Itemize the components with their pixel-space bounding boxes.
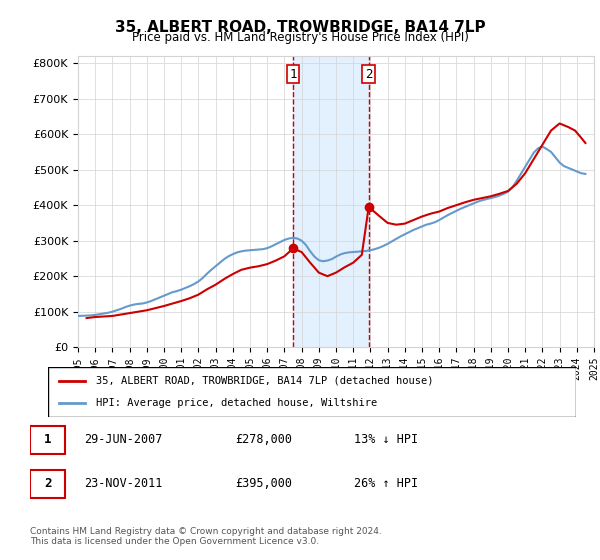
Text: 2: 2 <box>44 477 52 490</box>
Text: 29-JUN-2007: 29-JUN-2007 <box>84 433 163 446</box>
Text: £395,000: £395,000 <box>235 477 292 490</box>
FancyBboxPatch shape <box>48 367 576 417</box>
Text: 23-NOV-2011: 23-NOV-2011 <box>84 477 163 490</box>
Text: Contains HM Land Registry data © Crown copyright and database right 2024.
This d: Contains HM Land Registry data © Crown c… <box>30 526 382 546</box>
FancyBboxPatch shape <box>30 426 65 454</box>
Text: 35, ALBERT ROAD, TROWBRIDGE, BA14 7LP: 35, ALBERT ROAD, TROWBRIDGE, BA14 7LP <box>115 20 485 35</box>
Text: 1: 1 <box>44 433 52 446</box>
Text: HPI: Average price, detached house, Wiltshire: HPI: Average price, detached house, Wilt… <box>95 398 377 408</box>
Text: 13% ↓ HPI: 13% ↓ HPI <box>354 433 418 446</box>
Text: 26% ↑ HPI: 26% ↑ HPI <box>354 477 418 490</box>
Text: 35, ALBERT ROAD, TROWBRIDGE, BA14 7LP (detached house): 35, ALBERT ROAD, TROWBRIDGE, BA14 7LP (d… <box>95 376 433 386</box>
Text: 1: 1 <box>289 68 297 81</box>
Text: 2: 2 <box>365 68 373 81</box>
FancyBboxPatch shape <box>30 470 65 497</box>
Text: £278,000: £278,000 <box>235 433 292 446</box>
Bar <box>293 56 368 347</box>
Text: Price paid vs. HM Land Registry's House Price Index (HPI): Price paid vs. HM Land Registry's House … <box>131 31 469 44</box>
